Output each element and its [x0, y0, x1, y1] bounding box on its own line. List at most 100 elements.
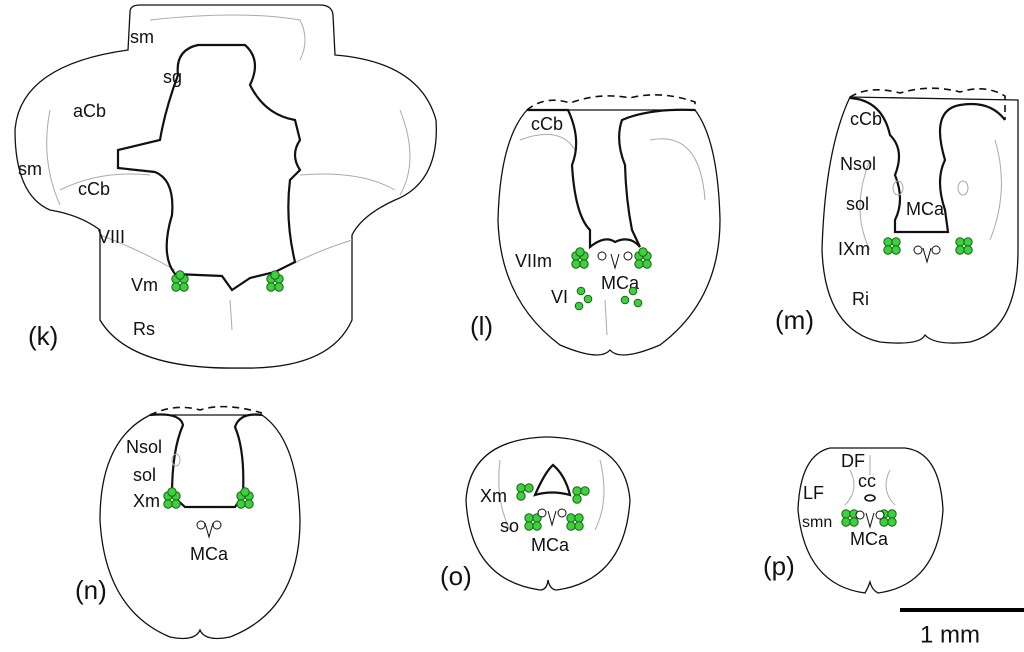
neuron [888, 510, 896, 518]
neuron [575, 302, 583, 310]
region-label: sol [846, 194, 869, 214]
neuron [567, 522, 575, 530]
region-label: VI [551, 287, 568, 307]
artery [598, 252, 606, 260]
section-outline [498, 110, 720, 355]
artery [914, 246, 922, 254]
neuron [172, 500, 180, 508]
neuron [267, 283, 275, 291]
region-label: Nsol [126, 437, 162, 457]
region-label: sg [163, 67, 182, 87]
panel-label: (m) [775, 305, 814, 335]
neuron [275, 283, 283, 291]
panel-label: (k) [28, 321, 58, 351]
neuron [517, 492, 525, 500]
neuron [573, 495, 581, 503]
region-label: cc [858, 471, 876, 491]
missing-roof [527, 95, 695, 110]
region-label: MCa [190, 544, 229, 564]
region-label: cCb [850, 109, 882, 129]
neuron [842, 510, 850, 518]
neuron [271, 271, 279, 279]
artery [876, 511, 884, 519]
neuron [245, 500, 253, 508]
region-label: smn [802, 514, 832, 531]
neuron [884, 246, 892, 254]
region-label: Rs [133, 319, 155, 339]
neuron [575, 514, 583, 522]
neuron [956, 246, 964, 254]
neuron [580, 260, 588, 268]
neuron [621, 296, 629, 304]
panel-label: (n) [75, 575, 107, 605]
neuron [573, 487, 581, 495]
neuron [525, 522, 533, 530]
region-label: cCb [531, 114, 563, 134]
region-label: DF [841, 451, 865, 471]
panel-label: (l) [470, 311, 493, 341]
neuron [176, 271, 184, 279]
neuron [168, 488, 176, 496]
neuron [643, 260, 651, 268]
neuron [525, 514, 533, 522]
region-label: Xm [480, 486, 507, 506]
artery [856, 511, 864, 519]
region-label: MCa [850, 529, 889, 549]
region-label: so [500, 516, 519, 536]
neuron [567, 514, 575, 522]
neuron [629, 287, 637, 295]
region-label: Ri [852, 289, 869, 309]
scale-bar-label: 1 mm [920, 621, 980, 648]
neuron [237, 500, 245, 508]
artery [213, 521, 221, 529]
neuron [172, 283, 180, 291]
artery [538, 509, 546, 517]
region-label: VIII [98, 227, 125, 247]
neuron [572, 260, 580, 268]
neuron [635, 260, 643, 268]
neuron [850, 518, 858, 526]
region-label: sm [130, 27, 154, 47]
neuron [956, 238, 964, 246]
region-label: MCa [531, 535, 570, 555]
neuron [577, 287, 585, 295]
region-label: VIIm [515, 251, 552, 271]
region-label: sol [133, 465, 156, 485]
neuron [964, 238, 972, 246]
neuron [241, 488, 249, 496]
panel-label: (p) [763, 551, 795, 581]
panel-label: (o) [440, 561, 472, 591]
region-label: aCb [73, 101, 106, 121]
figure: (k) sm sg aCb sm cCb VIII Vm Rs (l) cCb … [0, 0, 1024, 652]
region-label: IXm [838, 239, 870, 259]
neuron [964, 246, 972, 254]
region-label: Vm [131, 275, 158, 295]
region-label: Xm [133, 491, 160, 511]
neuron [892, 246, 900, 254]
neuron [884, 238, 892, 246]
neuron [180, 283, 188, 291]
neuron [517, 484, 525, 492]
neuron [634, 299, 642, 307]
neuron [581, 487, 589, 495]
neuron [892, 238, 900, 246]
section-outline [466, 437, 630, 590]
artery [932, 246, 940, 254]
region-label: Nsol [840, 154, 876, 174]
neuron [842, 518, 850, 526]
neuron [525, 484, 533, 492]
region-label: cCb [78, 179, 110, 199]
artery [558, 509, 566, 517]
region-label: LF [803, 483, 824, 503]
region-label: sm [18, 159, 42, 179]
neuron [584, 295, 592, 303]
neuron [533, 522, 541, 530]
region-label: MCa [906, 199, 945, 219]
neuron [639, 248, 647, 256]
neuron [575, 522, 583, 530]
neuron [164, 500, 172, 508]
artery [197, 521, 205, 529]
neuron [576, 248, 584, 256]
artery [624, 252, 632, 260]
neuron [888, 518, 896, 526]
